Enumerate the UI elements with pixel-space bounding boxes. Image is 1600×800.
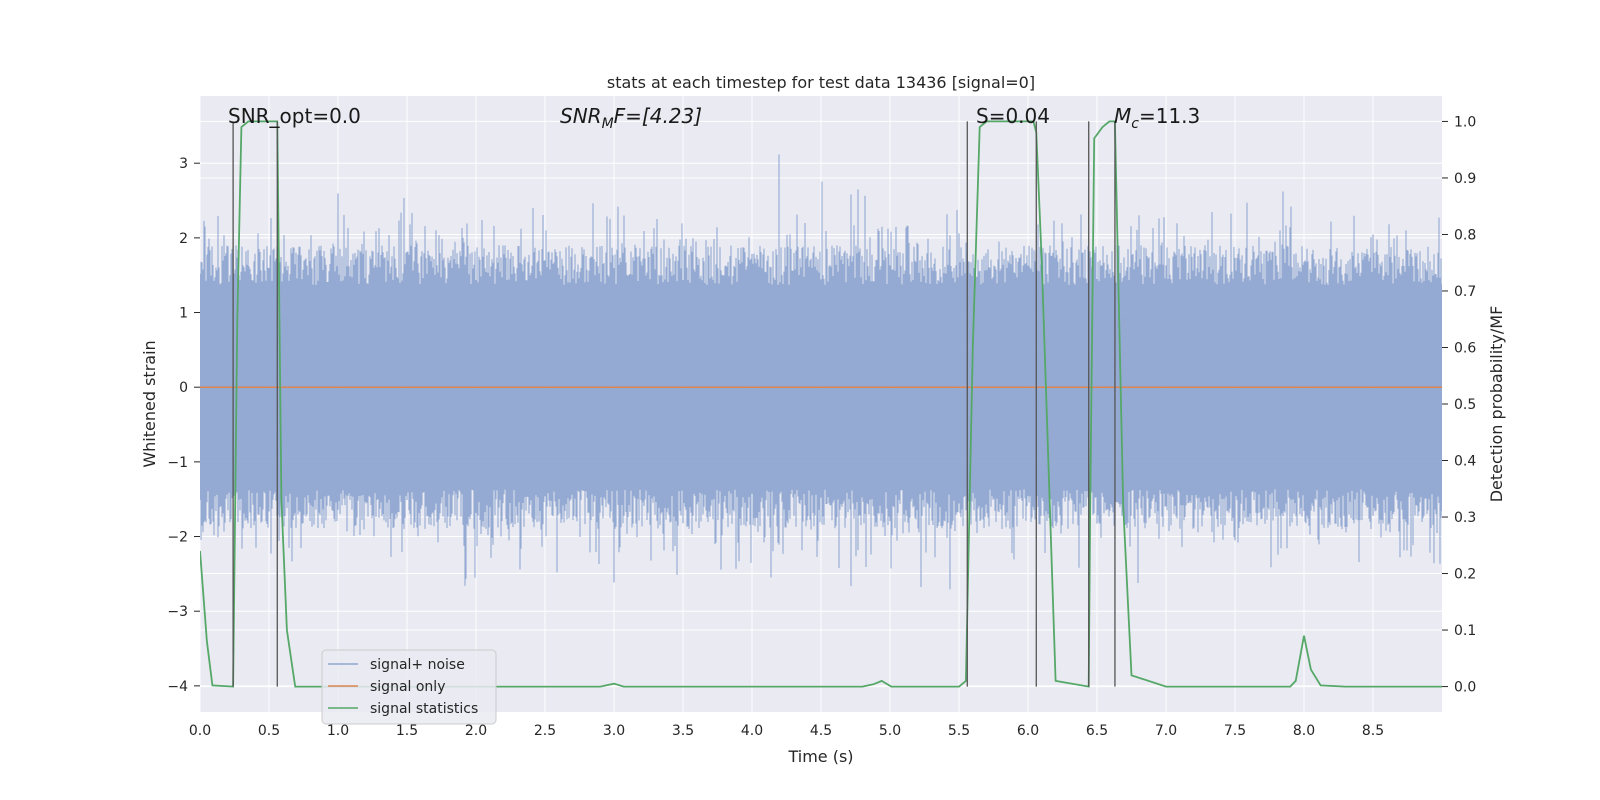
y-right-tick-label: 0.3 — [1454, 510, 1476, 526]
y-tick-label: −1 — [167, 455, 188, 471]
mc-prefix: M — [1114, 104, 1131, 128]
legend-box — [321, 649, 497, 725]
x-tick-label: 0.5 — [258, 723, 280, 739]
y-tick-label: −2 — [167, 530, 188, 546]
ticks: 0.0 0.5 1.0 1.5 2.0 2.5 3.0 3.5 4.0 4.5 5.0 5.5 6.0 6… — [167, 114, 1476, 739]
x-tick-label: 8.5 — [1362, 723, 1384, 739]
series-layer — [200, 120, 1442, 688]
x-tick-label: 5.0 — [879, 723, 901, 739]
chart-title: stats at each timestep for test data 134… — [607, 73, 1035, 92]
y-right-tick-label: 0.5 — [1454, 397, 1476, 413]
y-axis-right-label: Detection probability/MF — [1487, 306, 1506, 503]
y-right-tick-label: 0.8 — [1454, 227, 1476, 243]
legend-label-noise: signal+ noise — [370, 657, 465, 673]
series-signal-statistics — [200, 120, 1442, 688]
x-tick-label: 1.0 — [327, 723, 349, 739]
x-tick-label: 8.0 — [1293, 723, 1315, 739]
vertical-markers — [232, 121, 1116, 687]
annotation-mc: Mc=11.3 — [1114, 104, 1200, 132]
y-tick-label: −3 — [167, 604, 188, 620]
y-right-tick-label: 0.0 — [1454, 680, 1476, 696]
y-right-tick-label: 1.0 — [1454, 114, 1476, 130]
legend-label-stats: signal statistics — [370, 701, 478, 717]
x-tick-label: 4.5 — [810, 723, 832, 739]
mc-sub: c — [1131, 116, 1139, 132]
x-tick-label: 7.0 — [1155, 723, 1177, 739]
y-right-tick-label: 0.6 — [1454, 340, 1476, 356]
annotation-snr-mf: SNRMF=[4.23] — [560, 104, 702, 132]
x-tick-label: 3.0 — [603, 723, 625, 739]
y-tick-label: 2 — [179, 231, 188, 247]
annotation-s: S=0.04 — [976, 104, 1050, 128]
legend: signal+ noise signal only signal statist… — [321, 649, 497, 725]
y-right-tick-label: 0.1 — [1454, 623, 1476, 639]
mc-suffix: =11.3 — [1139, 104, 1200, 128]
y-tick-label: 0 — [179, 380, 188, 396]
annotation-snr-opt: SNR_opt=0.0 — [228, 104, 361, 128]
x-tick-label: 6.0 — [1017, 723, 1039, 739]
series-signal-noise — [200, 154, 1442, 590]
snr-mf-suffix: F=[4.23] — [614, 104, 702, 128]
noise-series — [200, 154, 1442, 590]
legend-label-signal: signal only — [370, 679, 445, 695]
x-tick-label: 2.0 — [465, 723, 487, 739]
y-axis-label: Whitened strain — [140, 340, 159, 467]
x-tick-label: 6.5 — [1086, 723, 1108, 739]
x-tick-label: 5.5 — [948, 723, 970, 739]
y-tick-label: 3 — [179, 156, 188, 172]
y-tick-label: 1 — [179, 306, 188, 322]
y-right-tick-label: 0.9 — [1454, 171, 1476, 187]
x-tick-label: 2.5 — [534, 723, 556, 739]
y-right-tick-label: 0.4 — [1454, 454, 1476, 470]
y-tick-label: −4 — [167, 679, 188, 695]
y-right-tick-label: 0.2 — [1454, 567, 1476, 583]
snr-mf-sub: M — [602, 116, 614, 132]
snr-mf-prefix: SNR — [560, 104, 602, 128]
x-tick-label: 4.0 — [741, 723, 763, 739]
x-tick-label: 3.5 — [672, 723, 694, 739]
y-right-tick-label: 0.7 — [1454, 284, 1476, 300]
x-tick-label: 1.5 — [396, 723, 418, 739]
x-tick-label: 7.5 — [1224, 723, 1246, 739]
x-tick-label: 0.0 — [189, 723, 211, 739]
x-axis-label: Time (s) — [787, 747, 853, 766]
